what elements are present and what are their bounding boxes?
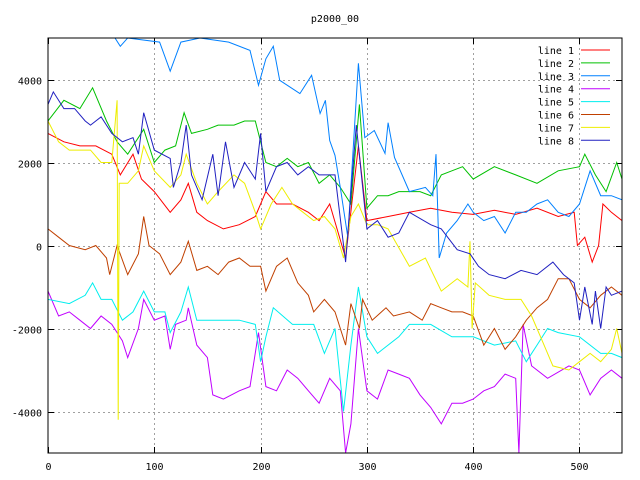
y-tick-label: -4000	[12, 409, 42, 420]
y-tick-label: -2000	[12, 326, 42, 337]
series-line-4	[48, 290, 622, 453]
y-tick-label: 2000	[18, 160, 42, 171]
series-line-1	[48, 132, 622, 264]
grid	[48, 38, 622, 453]
legend-label: line 5	[538, 98, 574, 109]
series-line-6	[48, 216, 622, 351]
chart-title: p2000_00	[311, 14, 359, 25]
legend-label: line 6	[538, 111, 574, 122]
legend-label: line 4	[538, 85, 574, 96]
x-tick-label: 0	[45, 462, 51, 473]
legend-label: line 2	[538, 59, 574, 70]
series-line-3	[114, 38, 622, 259]
legend-label: line 1	[538, 46, 574, 57]
y-tick-label: 0	[36, 243, 42, 254]
axis-ticks: 0 100 200 300 400 500 -4000 -2000 0 2000 4000	[12, 38, 622, 473]
y-tick-label: 4000	[18, 77, 42, 88]
x-tick-label: 300	[358, 462, 376, 473]
series-group	[48, 38, 622, 453]
legend-label: line 7	[538, 123, 574, 134]
series-line-5	[48, 281, 622, 412]
x-tick-label: 100	[145, 462, 163, 473]
x-tick-label: 200	[252, 462, 270, 473]
series-line-7	[48, 100, 622, 420]
x-tick-label: 500	[570, 462, 588, 473]
legend-label: line 8	[538, 136, 574, 147]
series-line-8	[48, 90, 622, 329]
legend-label: line 3	[538, 72, 574, 83]
x-tick-label: 400	[464, 462, 482, 473]
plot-border	[47, 37, 623, 454]
